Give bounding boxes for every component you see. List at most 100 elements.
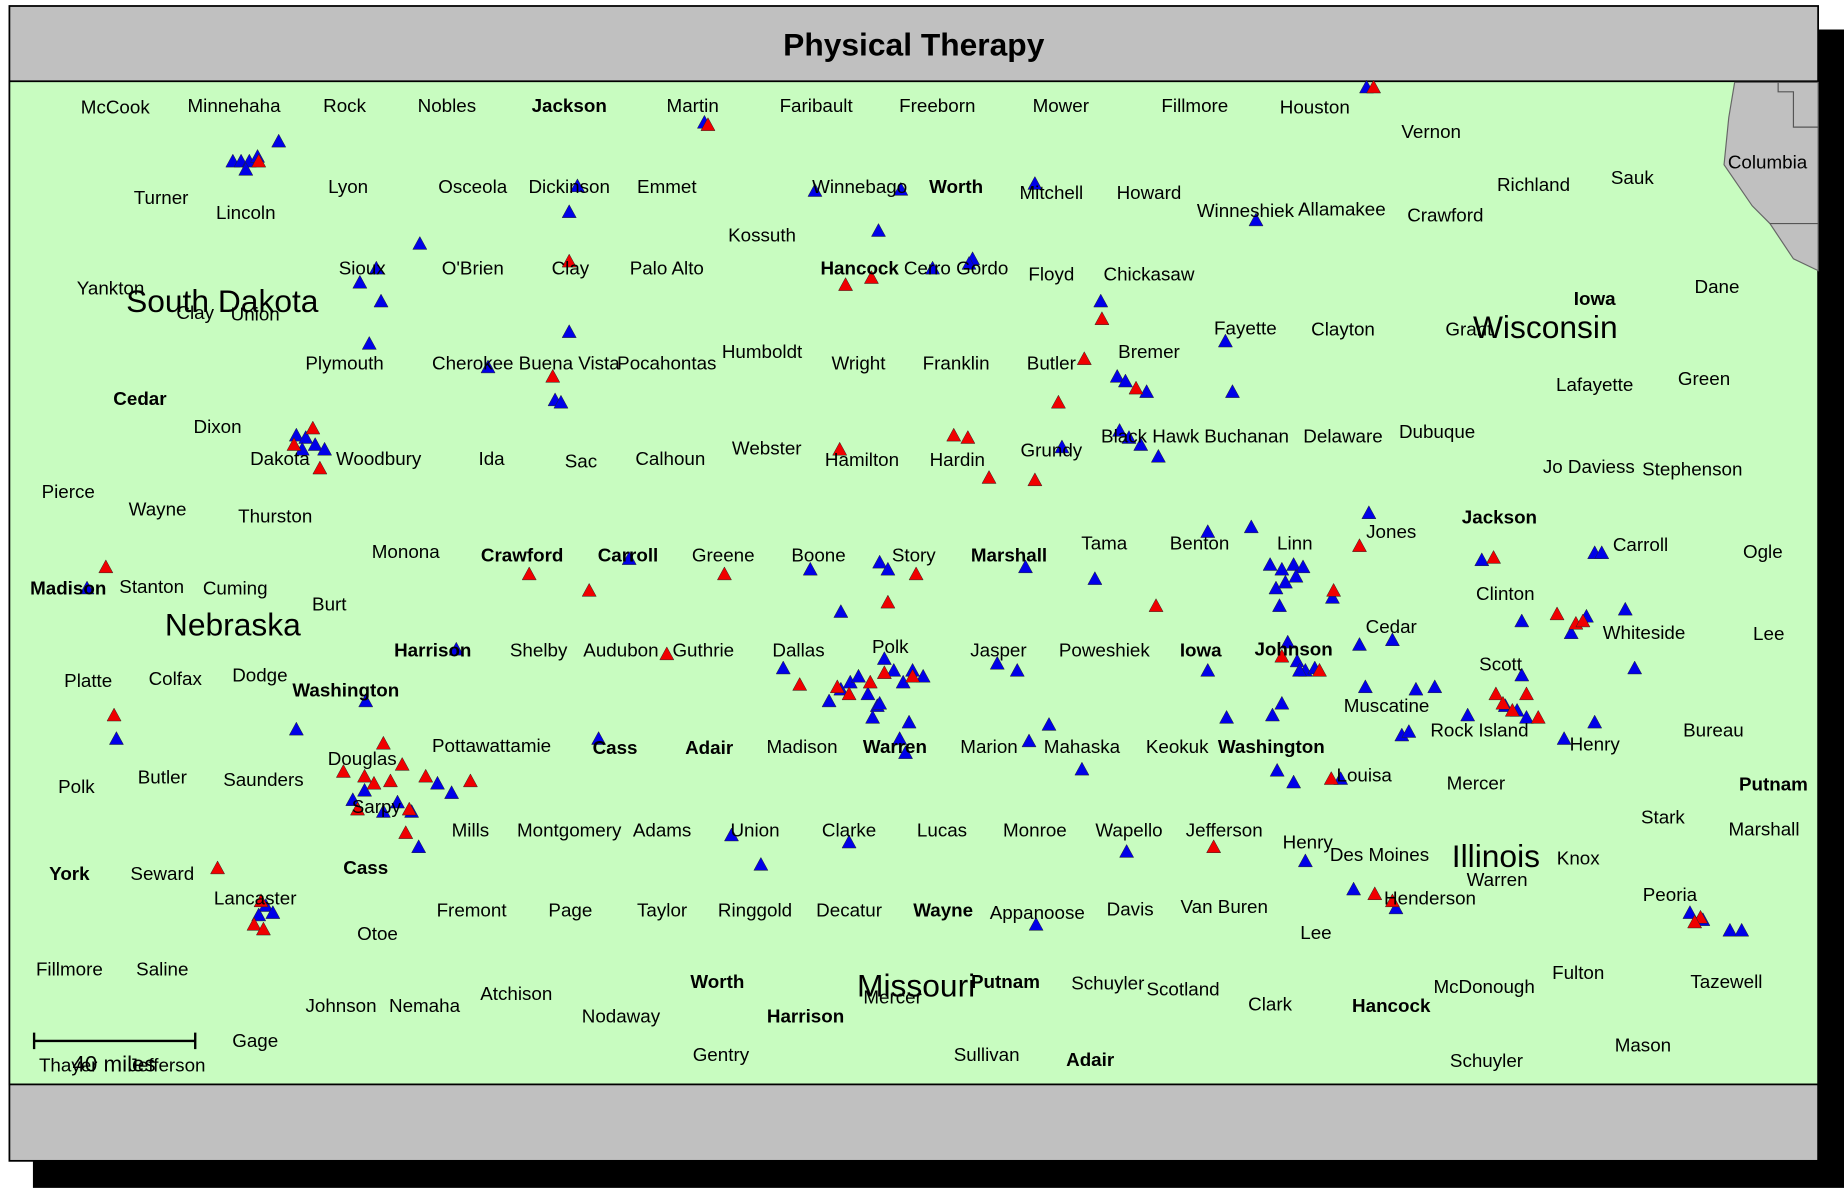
state-label: Nebraska [165, 606, 301, 642]
county-label: Saunders [223, 769, 303, 790]
facility-marker [1286, 774, 1302, 789]
county-label: Kossuth [728, 224, 796, 245]
county-label: Tama [1081, 533, 1128, 554]
county-label: Columbia [1728, 152, 1808, 173]
county-label: Union [231, 303, 280, 324]
county-label: Polk [872, 636, 909, 657]
markers [79, 79, 1750, 937]
facility-marker [412, 235, 428, 250]
county-label: Iowa [1574, 288, 1616, 309]
facility-marker [271, 133, 287, 148]
county-label: Putnam [971, 971, 1040, 992]
boundary [1769, 82, 1819, 225]
county-label: Fremont [437, 899, 508, 920]
facility-marker [108, 731, 124, 745]
facility-marker [841, 834, 857, 849]
facility-marker [1486, 549, 1501, 564]
facility-marker [288, 721, 304, 736]
facility-marker [1495, 695, 1511, 710]
county-label: Linn [1277, 533, 1313, 554]
county-label: Mitchell [1020, 182, 1084, 203]
facility-marker [1357, 679, 1373, 694]
county-label: Hancock [820, 257, 899, 278]
facility-marker [444, 785, 460, 799]
facility-marker [253, 893, 269, 908]
county-label: Burt [312, 594, 347, 615]
facility-marker [1133, 437, 1149, 451]
county-label: Union [730, 820, 779, 841]
facility-marker [621, 551, 637, 565]
county-label: Platte [64, 670, 112, 691]
county-label: Minnehaha [188, 95, 282, 116]
county-label: Marion [960, 736, 1017, 757]
county-label: Dallas [772, 640, 824, 661]
facility-marker [821, 693, 837, 708]
county-label: Clinton [1476, 583, 1535, 604]
county-label: Cuming [203, 577, 268, 598]
county-label: Green [1678, 368, 1730, 389]
facility-marker [106, 707, 122, 722]
county-label: York [49, 863, 90, 884]
facility-marker [1148, 598, 1164, 612]
facility-marker [317, 441, 333, 456]
facility-marker [802, 561, 818, 576]
county-label: Madison [767, 736, 838, 757]
facility-marker [265, 905, 281, 919]
county-label: Whiteside [1603, 622, 1686, 643]
facility-marker [851, 668, 866, 683]
facility-marker [1367, 886, 1383, 901]
county-label: Crawford [1407, 204, 1483, 225]
facility-marker [1139, 384, 1155, 398]
county-label: Wayne [129, 498, 187, 519]
facility-marker [1041, 716, 1057, 731]
county-label: Lyon [328, 176, 368, 197]
facility-marker [1352, 637, 1367, 651]
state-label: South Dakota [126, 283, 319, 319]
county-label: Floyd [1028, 263, 1074, 284]
facility-marker [352, 274, 368, 289]
facility-marker [1408, 681, 1424, 696]
facility-marker [569, 178, 585, 193]
county-label: McDonough [1433, 976, 1534, 997]
facility-marker [251, 907, 267, 922]
county-label: Worth [929, 176, 983, 197]
facility-marker [871, 223, 886, 237]
county-label: Sac [565, 450, 597, 471]
facility-marker [1117, 373, 1133, 388]
facility-marker [1346, 881, 1362, 896]
facility-marker [886, 662, 902, 677]
facility-marker [1504, 702, 1520, 717]
labels: McCook Minnehaha Rock Nobles Jackson Martin Fa… [30, 95, 1808, 1076]
facility-marker [1074, 761, 1090, 776]
facility-marker [1093, 293, 1109, 308]
facility-marker [1280, 634, 1296, 649]
county-label: Washington [1218, 736, 1325, 757]
county-label: Cerro Gordo [904, 257, 1008, 278]
facility-marker [1297, 853, 1313, 868]
facility-marker [841, 686, 857, 701]
county-label: Polk [58, 776, 95, 797]
county-label: Warren [863, 736, 927, 757]
county-label: Henry [1283, 831, 1334, 852]
facility-marker [1243, 519, 1259, 534]
county-label: Allamakee [1298, 199, 1386, 220]
county-label: Harrison [394, 640, 471, 661]
county-label: Buena Vista [519, 353, 621, 374]
county-label: Washington [292, 680, 399, 701]
county-label: Nobles [418, 95, 477, 116]
county-label: Pierce [42, 481, 95, 502]
county-label: Palo Alto [630, 257, 704, 278]
county-label: Jefferson [1186, 820, 1263, 841]
facility-marker [418, 768, 434, 783]
facility-marker [1248, 212, 1264, 227]
county-label: Carroll [598, 544, 659, 565]
county-label: Rock Island [1430, 720, 1528, 741]
facility-marker [210, 860, 226, 875]
county-label: Scott [1479, 654, 1523, 675]
facility-marker [1519, 709, 1534, 724]
county-label: Stanton [119, 576, 184, 597]
county-label: Dubuque [1399, 421, 1475, 442]
facility-marker [375, 804, 391, 818]
county-label: Jones [1366, 521, 1416, 542]
state-label: Illinois [1452, 838, 1540, 874]
